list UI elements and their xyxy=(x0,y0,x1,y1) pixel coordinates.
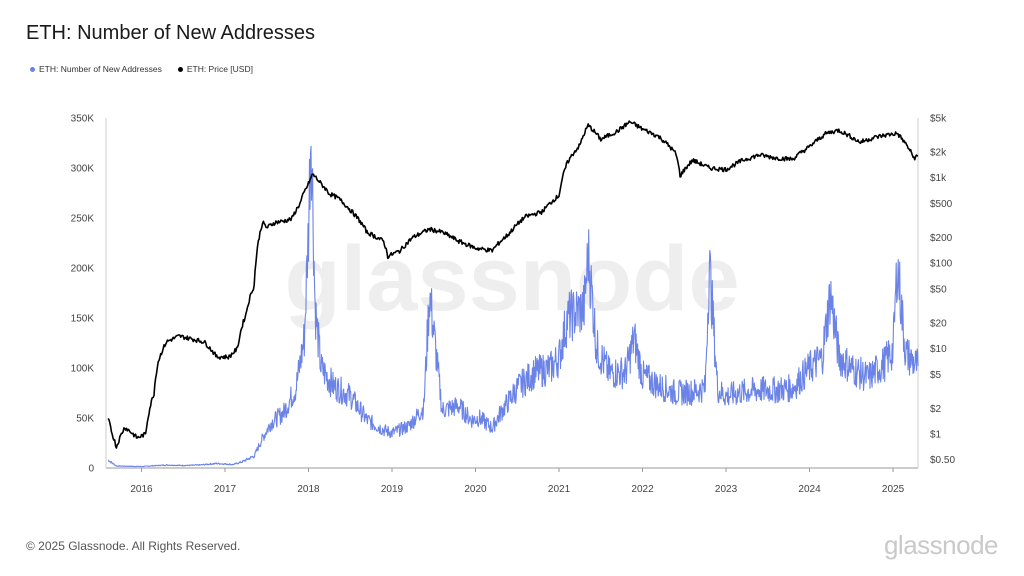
legend-item-price[interactable]: ETH: Price [USD] xyxy=(177,64,253,74)
right-tick-label: $2k xyxy=(930,147,947,158)
x-tick-label: 2017 xyxy=(214,484,237,495)
right-tick-label: $100 xyxy=(930,259,953,270)
left-tick-label: 0 xyxy=(88,464,94,475)
legend-item-new-addresses[interactable]: ETH: Number of New Addresses xyxy=(30,64,162,74)
series-line-new-addresses xyxy=(107,145,919,468)
left-tick-label: 100K xyxy=(71,364,95,375)
watermark: glassnode xyxy=(284,228,739,330)
chart-legend: ETH: Number of New Addresses ETH: Price … xyxy=(30,64,253,74)
right-tick-label: $0.50 xyxy=(930,455,955,466)
right-tick-label: $1 xyxy=(930,430,942,441)
x-tick-label: 2022 xyxy=(631,484,654,495)
right-tick-label: $5 xyxy=(930,370,942,381)
left-tick-label: 300K xyxy=(71,164,95,175)
left-tick-label: 50K xyxy=(76,414,94,425)
legend-label-price: ETH: Price [USD] xyxy=(186,64,253,74)
left-tick-label: 200K xyxy=(71,264,95,275)
x-tick-label: 2019 xyxy=(381,484,404,495)
chart-title: ETH: Number of New Addresses xyxy=(26,22,315,44)
legend-dot-price xyxy=(177,66,183,72)
x-tick-label: 2025 xyxy=(882,484,905,495)
x-tick-label: 2016 xyxy=(130,484,153,495)
legend-label-new-addresses: ETH: Number of New Addresses xyxy=(39,64,162,74)
right-tick-label: $200 xyxy=(930,233,953,244)
right-tick-label: $50 xyxy=(930,284,947,295)
x-tick-label: 2018 xyxy=(297,484,320,495)
x-tick-label: 2021 xyxy=(548,484,571,495)
left-tick-label: 250K xyxy=(71,214,95,225)
left-tick-label: 150K xyxy=(71,314,95,325)
right-tick-label: $500 xyxy=(930,199,953,210)
x-tick-label: 2020 xyxy=(464,484,487,495)
legend-dot-new-addresses xyxy=(30,66,35,72)
right-tick-label: $5k xyxy=(930,114,947,125)
series-line-price xyxy=(107,120,919,449)
right-tick-label: $1k xyxy=(930,173,947,184)
x-tick-label: 2023 xyxy=(715,484,738,495)
right-tick-label: $20 xyxy=(930,318,947,329)
right-tick-label: $10 xyxy=(930,344,947,355)
brand-logo: glassnode xyxy=(883,530,999,560)
left-tick-label: 350K xyxy=(71,114,95,125)
right-tick-label: $2 xyxy=(930,404,942,415)
x-tick-label: 2024 xyxy=(798,484,821,495)
copyright-footer: © 2025 Glassnode. All Rights Reserved. xyxy=(26,539,241,553)
